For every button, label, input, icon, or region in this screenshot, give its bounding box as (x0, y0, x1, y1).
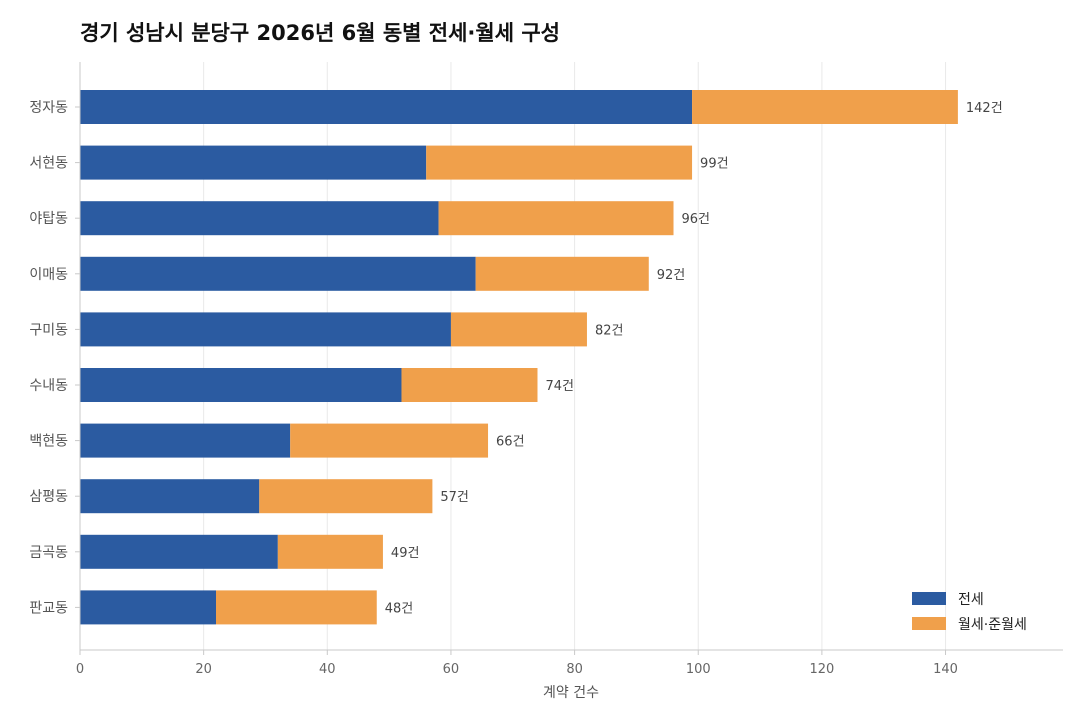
x-tick-label: 100 (686, 662, 711, 677)
bar-wolse (426, 145, 693, 180)
x-axis-title: 계약 건수 (543, 685, 599, 701)
category-label: 수내동 (29, 378, 68, 394)
x-tick-label: 20 (195, 662, 212, 677)
total-data-label: 92건 (657, 268, 686, 283)
bar-jeonse (80, 534, 278, 569)
bar-jeonse (80, 312, 451, 347)
bars-layer: 142건 99건 96건 92건 82건 74건 66건 57건 49건 48건 (80, 90, 1003, 625)
category-label: 야탑동 (29, 211, 68, 227)
x-tick-label: 0 (76, 662, 84, 677)
total-data-label: 82건 (595, 323, 624, 338)
bar-wolse (401, 368, 538, 402)
total-data-label: 49건 (391, 546, 420, 561)
x-tick-label: 120 (809, 662, 834, 677)
x-tick-label: 60 (443, 662, 460, 677)
bar-jeonse (80, 368, 402, 402)
bar-wolse (450, 312, 587, 347)
x-tick-label: 80 (566, 662, 583, 677)
total-data-label: 99건 (700, 157, 729, 172)
legend-swatch (912, 592, 946, 605)
total-data-label: 48건 (385, 601, 414, 616)
bar-wolse (259, 479, 433, 514)
bar-jeonse (80, 256, 476, 291)
bar-jeonse (80, 201, 439, 236)
bar-wolse (277, 534, 383, 569)
x-tick-label: 140 (933, 662, 958, 677)
category-label: 삼평동 (29, 489, 68, 505)
chart-title: 경기 성남시 분당구 2026년 6월 동별 전세·월세 구성 (80, 21, 560, 45)
total-data-label: 96건 (682, 212, 711, 227)
bar-jeonse (80, 145, 427, 180)
legend-label: 전세 (958, 592, 984, 608)
bar-jeonse (80, 90, 693, 124)
bar-wolse (290, 423, 489, 458)
category-label: 서현동 (29, 156, 68, 172)
category-label: 정자동 (29, 100, 68, 116)
bar-wolse (475, 256, 649, 291)
total-data-label: 57건 (440, 490, 469, 505)
bar-jeonse (80, 590, 217, 625)
total-data-label: 74건 (545, 379, 574, 394)
category-label: 백현동 (29, 434, 68, 450)
x-tick-label: 40 (319, 662, 336, 677)
bar-wolse (438, 201, 674, 236)
total-data-label: 66건 (496, 435, 525, 450)
legend-label: 월세·준월세 (958, 617, 1027, 633)
bar-jeonse (80, 479, 260, 514)
bar-jeonse (80, 423, 291, 458)
legend-swatch (912, 617, 946, 630)
bar-wolse (692, 90, 958, 124)
category-label: 구미동 (29, 322, 68, 338)
axis-layer: 0 20 40 60 80 100 120 140 정자동서현동야탑동이매동구미동수내동백현동삼… (29, 62, 1063, 677)
bar-wolse (216, 590, 377, 625)
category-label: 금곡동 (29, 545, 68, 561)
total-data-label: 142건 (966, 101, 1003, 116)
category-label: 이매동 (29, 267, 68, 283)
category-label: 판교동 (29, 600, 68, 616)
